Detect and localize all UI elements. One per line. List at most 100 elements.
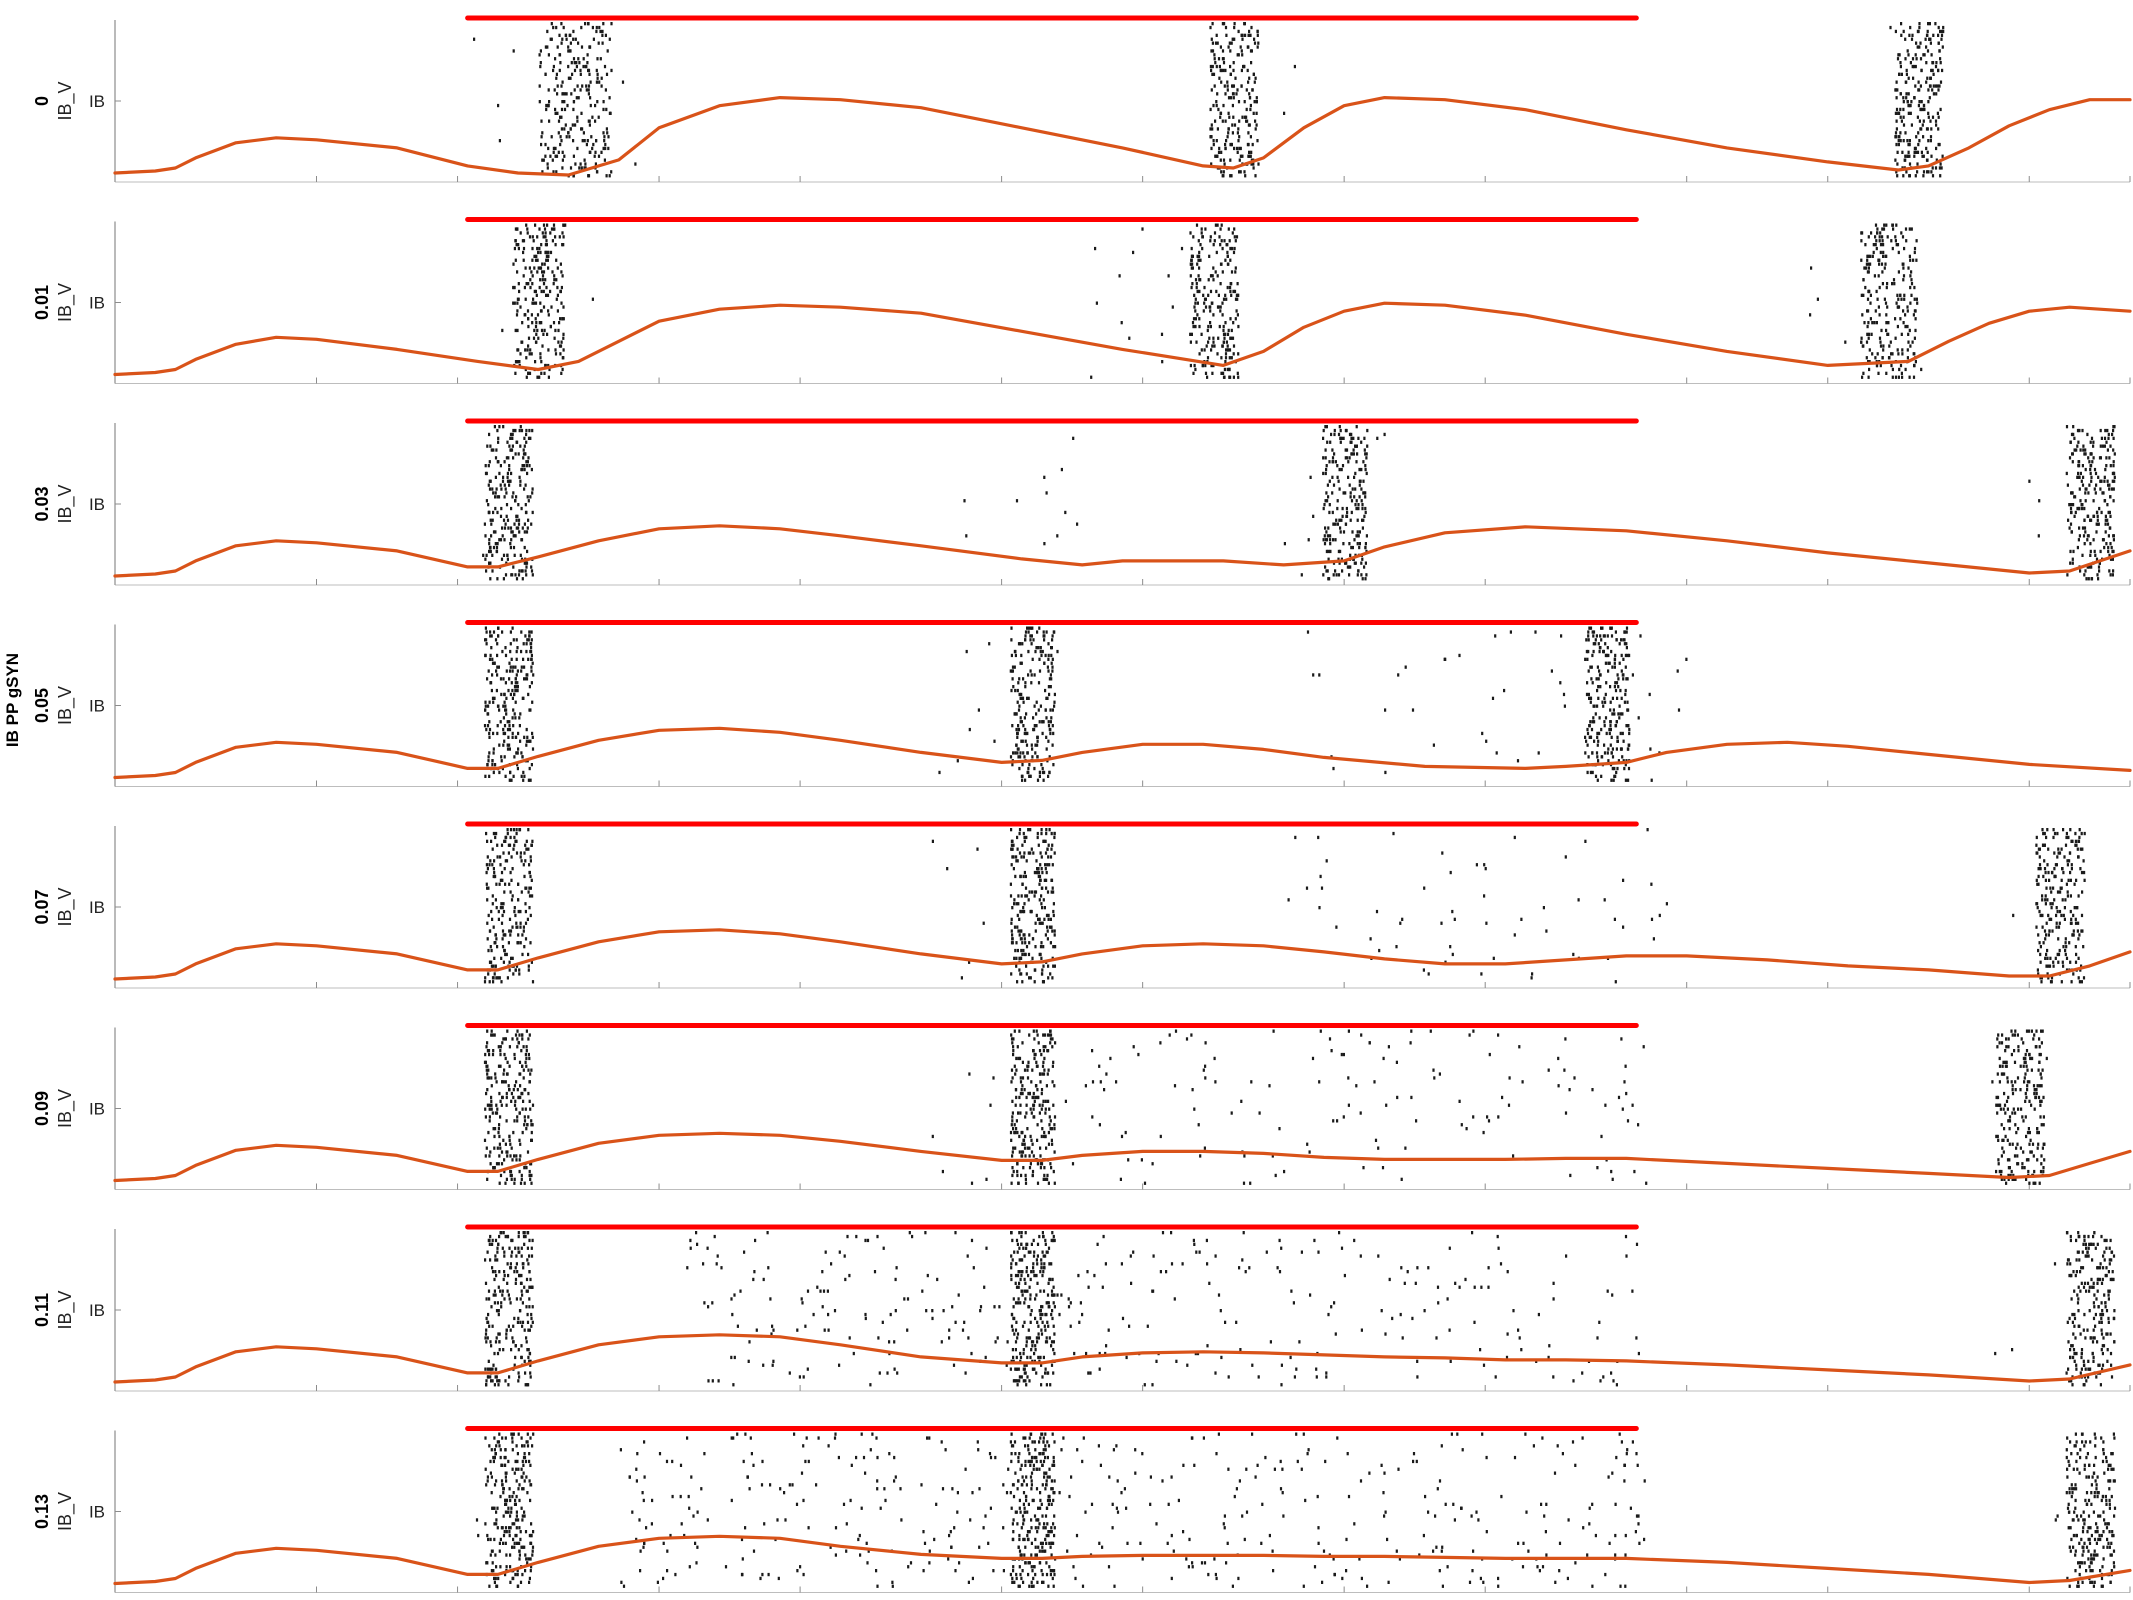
spike-mark	[2106, 503, 2109, 507]
spike-mark	[1905, 96, 1908, 100]
spike-mark	[1256, 29, 1259, 34]
spike-mark	[2082, 444, 2085, 448]
spike-mark	[1076, 522, 1079, 526]
spike-mark	[1637, 716, 1640, 720]
spike-mark	[1011, 669, 1014, 673]
spike-mark	[1878, 285, 1881, 290]
spike-mark	[506, 747, 510, 751]
spike-mark	[524, 843, 527, 847]
spike-mark	[1606, 751, 1609, 755]
spike-mark	[485, 1068, 488, 1072]
spike-mark	[487, 1068, 490, 1072]
spike-mark	[1584, 839, 1587, 843]
spike-mark	[1025, 945, 1029, 949]
spike-mark	[1613, 917, 1616, 921]
spike-mark	[1032, 1115, 1035, 1119]
spike-mark	[1356, 573, 1359, 577]
spike-mark	[499, 538, 503, 542]
spike-mark	[1603, 898, 1606, 902]
spike-mark	[519, 1084, 522, 1088]
spike-mark	[1902, 107, 1905, 112]
spike-mark	[1248, 29, 1251, 34]
spike-mark	[993, 739, 996, 743]
spike-mark	[2036, 851, 2039, 855]
spike-mark	[1046, 925, 1049, 929]
spike-mark	[931, 839, 934, 843]
spike-mark	[1246, 68, 1249, 73]
spike-mark	[504, 859, 507, 863]
spike-mark	[539, 356, 542, 360]
spike-mark	[583, 158, 586, 162]
spike-mark	[485, 1328, 488, 1332]
spike-mark	[515, 440, 518, 444]
spike-mark	[1334, 569, 1337, 573]
spike-mark	[526, 471, 529, 476]
spike-mark	[514, 239, 517, 243]
spike-mark	[1926, 29, 1929, 34]
spike-mark	[2041, 1146, 2044, 1150]
spike-mark	[1908, 139, 1911, 143]
spike-mark	[533, 266, 536, 270]
spike-mark	[515, 839, 518, 843]
spike-mark	[1041, 972, 1044, 976]
spike-mark	[588, 45, 592, 49]
spike-mark	[1210, 49, 1213, 53]
spike-mark	[2072, 503, 2075, 507]
spike-mark	[500, 1301, 503, 1305]
spike-mark	[2024, 1052, 2027, 1057]
spike-mark	[553, 88, 556, 92]
spike-mark	[522, 770, 525, 775]
spike-mark	[499, 1115, 502, 1119]
spike-mark	[1227, 348, 1230, 352]
spike-mark	[1040, 1107, 1043, 1111]
spike-mark	[1244, 33, 1247, 37]
spike-mark	[572, 57, 576, 61]
spike-mark	[563, 92, 567, 96]
spike-mark	[1032, 1091, 1035, 1096]
spike-mark	[497, 1130, 500, 1135]
spike-mark	[1995, 1095, 1998, 1100]
spike-mark	[512, 545, 516, 550]
spike-mark	[1016, 835, 1019, 840]
spike-mark	[1013, 902, 1016, 906]
spike-mark	[493, 941, 496, 945]
spike-mark	[2043, 831, 2046, 836]
spike-mark	[2028, 1181, 2031, 1185]
spike-mark	[2039, 1103, 2042, 1107]
spike-mark	[1307, 538, 1310, 542]
spike-mark	[525, 428, 528, 433]
spike-mark	[1873, 321, 1876, 325]
spike-mark	[2077, 538, 2080, 542]
spike-mark	[1044, 1111, 1047, 1115]
spike-mark	[1047, 724, 1051, 728]
spike-mark	[486, 724, 490, 728]
spike-mark	[485, 642, 488, 646]
spike-mark	[2046, 898, 2049, 902]
spike-mark	[1047, 774, 1050, 778]
spike-mark	[2068, 456, 2072, 460]
spike-mark	[561, 80, 564, 84]
spike-mark	[503, 948, 506, 953]
spike-mark	[2010, 1052, 2013, 1057]
spike-mark	[514, 1033, 518, 1037]
spike-mark	[1015, 941, 1018, 945]
spike-mark	[496, 945, 499, 949]
spike-mark	[1190, 258, 1193, 262]
spike-mark	[552, 68, 555, 73]
spike-mark	[1028, 1091, 1031, 1096]
spike-mark	[1397, 673, 1400, 677]
spike-mark	[523, 665, 526, 669]
spike-mark	[1046, 890, 1050, 894]
spike-mark	[1238, 119, 1241, 123]
spike-mark	[1048, 863, 1051, 867]
spike-mark	[1033, 1037, 1036, 1041]
spike-mark	[1168, 1033, 1171, 1037]
spike-mark	[1031, 937, 1034, 941]
spike-mark	[1211, 72, 1214, 76]
spike-mark	[503, 483, 506, 487]
spike-mark	[1027, 696, 1030, 700]
spike-mark	[956, 759, 959, 763]
spike-mark	[1324, 565, 1327, 569]
spike-mark	[1887, 332, 1890, 336]
spike-mark	[1229, 158, 1232, 162]
